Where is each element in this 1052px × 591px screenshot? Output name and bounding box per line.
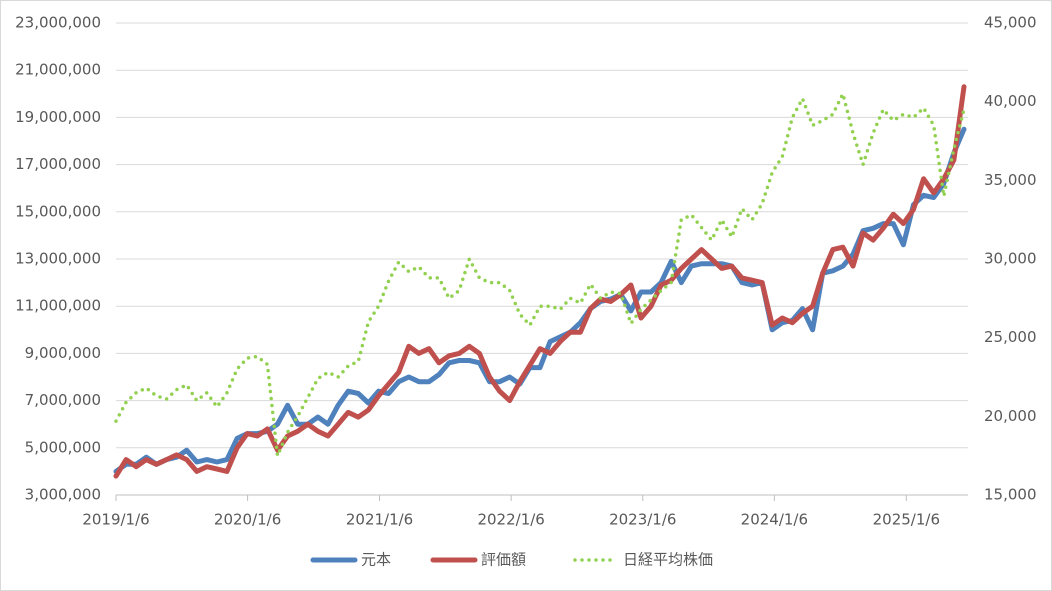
- x-tick-label: 2022/1/6: [477, 511, 544, 529]
- y2-tick-label: 40,000: [984, 92, 1037, 110]
- x-tick-label: 2019/1/6: [82, 511, 149, 529]
- y-tick-label: 5,000,000: [25, 438, 101, 456]
- y-tick-label: 11,000,000: [15, 297, 101, 315]
- y-tick-label: 3,000,000: [25, 486, 101, 504]
- series-line: [114, 92, 966, 458]
- y2-tick-label: 35,000: [984, 171, 1037, 189]
- x-tick-label: 2024/1/6: [741, 511, 808, 529]
- x-tick-label: 2023/1/6: [609, 511, 676, 529]
- y2-tick-label: 20,000: [984, 407, 1037, 425]
- y2-tick-label: 25,000: [984, 328, 1037, 346]
- series-line: [113, 84, 967, 479]
- y-tick-label: 15,000,000: [15, 202, 101, 220]
- y-tick-label: 17,000,000: [15, 155, 101, 173]
- y2-tick-label: 45,000: [984, 14, 1037, 32]
- x-tick-label: 2020/1/6: [214, 511, 281, 529]
- plot-area: [113, 84, 967, 479]
- legend-label: 評価額: [481, 551, 526, 569]
- y-tick-label: 7,000,000: [25, 391, 101, 409]
- y-tick-label: 13,000,000: [15, 250, 101, 268]
- x-tick-label: 2021/1/6: [346, 511, 413, 529]
- legend-label: 日経平均株価: [623, 551, 713, 569]
- y-tick-label: 19,000,000: [15, 108, 101, 126]
- y-tick-label: 9,000,000: [25, 344, 101, 362]
- x-tick-label: 2025/1/6: [873, 511, 940, 529]
- y-tick-label: 21,000,000: [15, 61, 101, 79]
- y-tick-label: 23,000,000: [15, 14, 101, 32]
- y2-tick-label: 15,000: [984, 486, 1037, 504]
- legend-label: 元本: [361, 551, 391, 569]
- y2-tick-label: 30,000: [984, 250, 1037, 268]
- axis-labels: 3,000,000 5,000,000 7,000,000 9,000,000 11,0…: [15, 14, 1036, 569]
